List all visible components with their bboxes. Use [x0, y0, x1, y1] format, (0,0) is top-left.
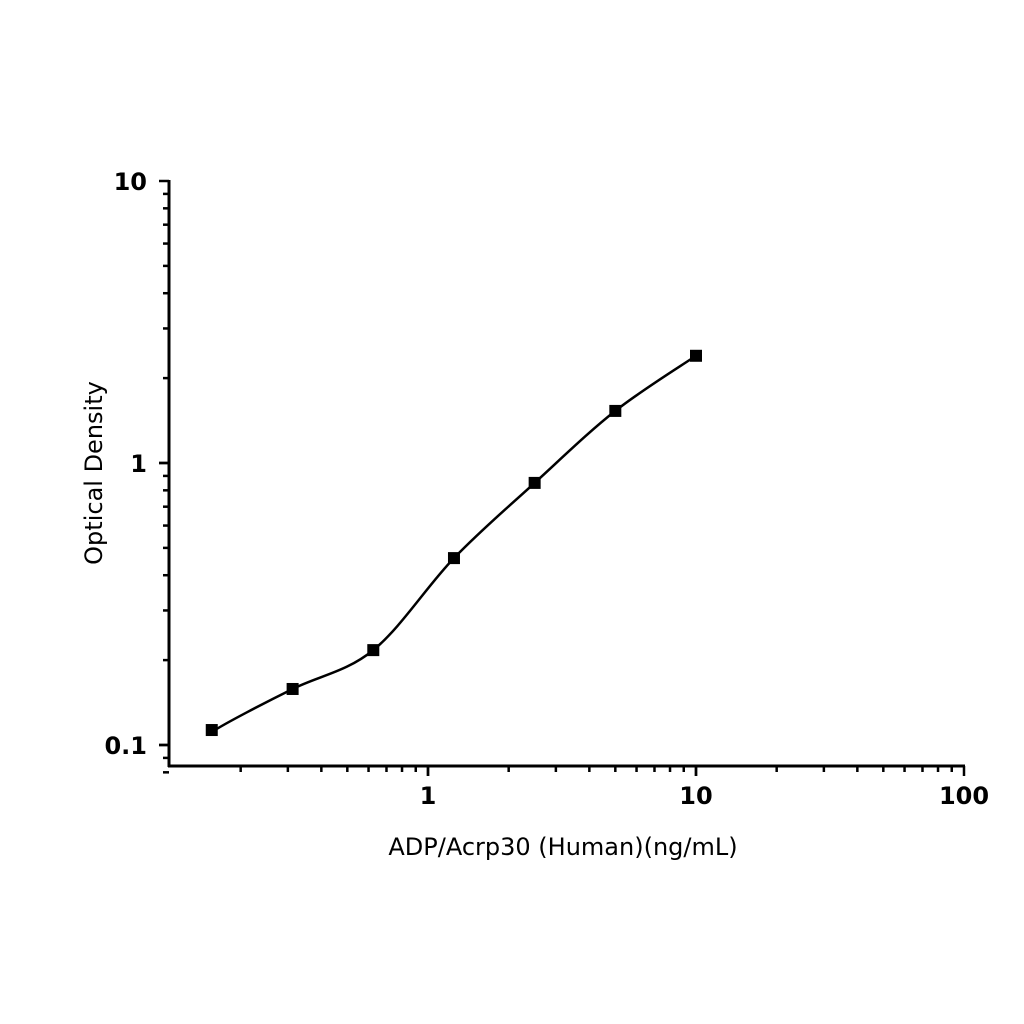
x-tick-label-10: 10 — [679, 782, 712, 810]
data-point-marker — [609, 404, 622, 417]
data-point-marker — [690, 349, 702, 362]
y-axis-title: Optical Density — [80, 381, 108, 565]
x-tick-label-100: 100 — [939, 782, 989, 810]
data-point-marker — [286, 682, 299, 695]
x-tick-label-1: 1 — [420, 782, 437, 810]
x-axis-title: ADP/Acrp30 (Human)(ng/mL) — [388, 833, 737, 861]
data-points — [205, 349, 702, 737]
y-tick-label-10: 10 — [114, 168, 147, 196]
y-tick-label-0.1: 0.1 — [104, 732, 147, 760]
data-point-marker — [528, 476, 541, 489]
data-point-marker — [447, 552, 460, 565]
y-tick-label-1: 1 — [130, 450, 147, 478]
data-point-marker — [367, 644, 380, 657]
axes — [159, 179, 966, 776]
data-point-marker — [205, 724, 218, 737]
fit-curve — [211, 354, 697, 734]
